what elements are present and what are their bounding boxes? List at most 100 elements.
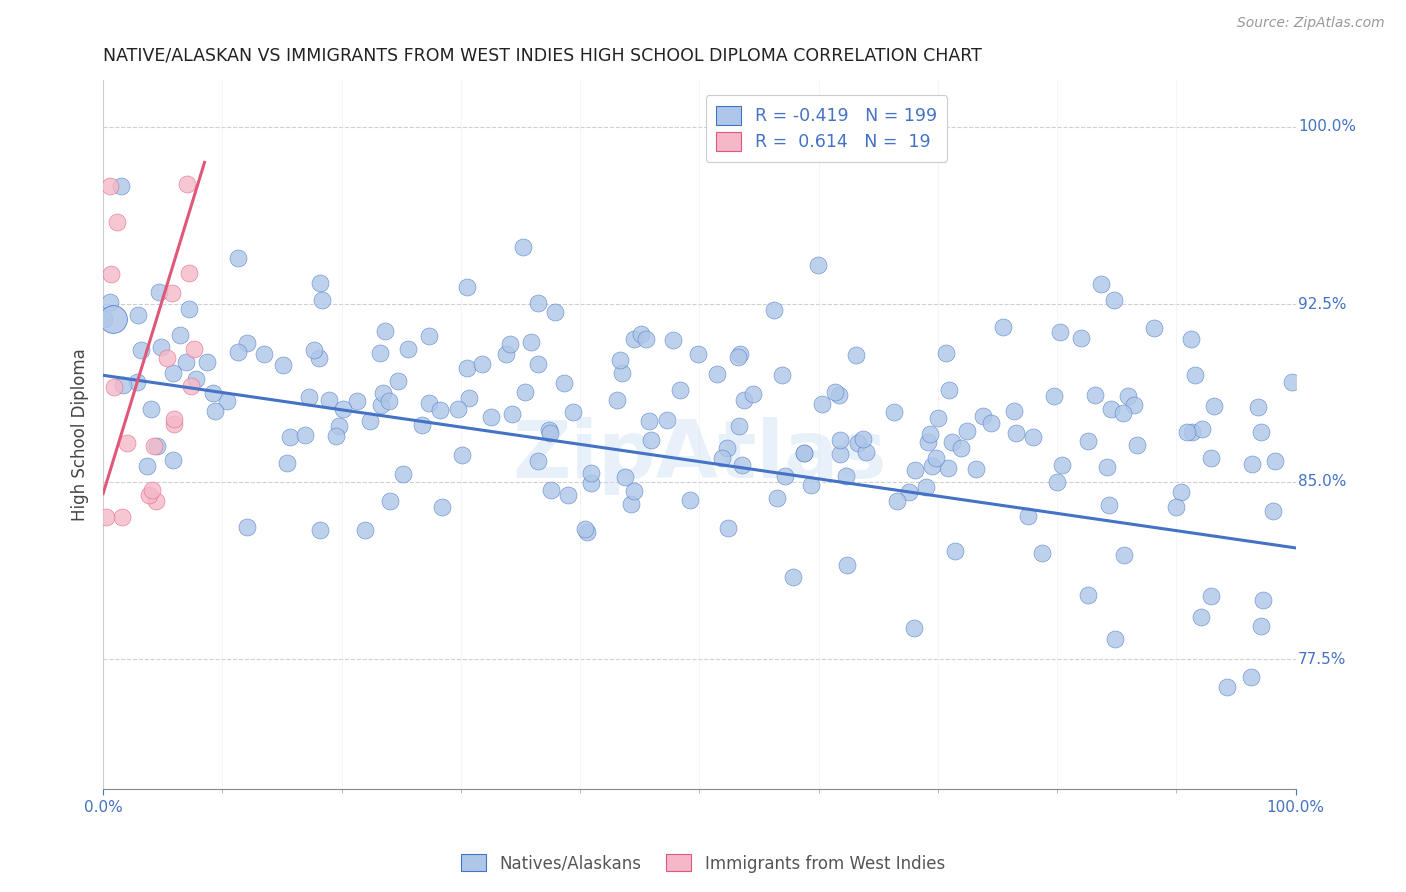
Point: [1077, 588, 1099, 602]
Point: [1017, 508, 1039, 523]
Point: [657, 413, 679, 427]
Point: [162, 453, 184, 467]
Point: [716, 441, 738, 455]
Point: [1098, 498, 1121, 512]
Point: [1191, 422, 1213, 436]
Point: [965, 461, 987, 475]
Point: [1215, 680, 1237, 694]
Point: [941, 435, 963, 450]
Point: [828, 447, 851, 461]
Point: [793, 446, 815, 460]
Point: [544, 305, 567, 319]
Point: [828, 433, 851, 447]
Point: [141, 483, 163, 497]
Point: [96, 510, 118, 524]
Point: [562, 404, 585, 418]
Point: [1070, 331, 1092, 345]
Point: [710, 450, 733, 465]
Point: [304, 343, 326, 358]
Point: [1099, 402, 1122, 417]
Point: [526, 357, 548, 371]
Point: [921, 458, 943, 473]
Point: [609, 353, 631, 368]
Point: [852, 432, 875, 446]
Point: [148, 285, 170, 299]
Point: [679, 493, 702, 508]
Point: [943, 544, 966, 558]
Point: [553, 376, 575, 391]
Point: [204, 404, 226, 418]
Point: [1261, 503, 1284, 517]
Point: [1240, 670, 1263, 684]
Point: [835, 468, 858, 483]
Point: [195, 355, 218, 369]
Point: [294, 428, 316, 442]
Text: 92.5%: 92.5%: [1298, 297, 1347, 312]
Point: [837, 558, 859, 572]
Point: [100, 267, 122, 281]
Point: [898, 485, 921, 500]
Point: [904, 463, 927, 477]
Point: [845, 348, 868, 362]
Point: [235, 520, 257, 534]
Point: [387, 374, 409, 388]
Point: [1005, 425, 1028, 440]
Point: [1022, 430, 1045, 444]
Point: [418, 395, 440, 409]
Point: [456, 361, 478, 376]
Point: [311, 293, 333, 308]
Point: [98, 179, 121, 194]
Point: [1123, 398, 1146, 412]
Point: [513, 384, 536, 399]
Point: [276, 456, 298, 470]
Point: [993, 319, 1015, 334]
Point: [1264, 454, 1286, 468]
Point: [139, 401, 162, 416]
Point: [770, 368, 793, 383]
Point: [623, 484, 645, 499]
Point: [1077, 434, 1099, 449]
Point: [156, 351, 179, 366]
Point: [538, 425, 561, 440]
Text: 77.5%: 77.5%: [1298, 651, 1347, 666]
Point: [807, 258, 830, 272]
Text: 85.0%: 85.0%: [1298, 475, 1347, 489]
Point: [359, 414, 381, 428]
Point: [799, 477, 821, 491]
Point: [623, 333, 645, 347]
Point: [775, 469, 797, 483]
Point: [1042, 389, 1064, 403]
Point: [1097, 460, 1119, 475]
Point: [727, 419, 749, 434]
Point: [763, 302, 786, 317]
Text: Source: ZipAtlas.com: Source: ZipAtlas.com: [1237, 16, 1385, 30]
Point: [253, 347, 276, 361]
Point: [793, 445, 815, 459]
Point: [1184, 368, 1206, 383]
Point: [733, 393, 755, 408]
Point: [630, 326, 652, 341]
Point: [471, 357, 494, 371]
Point: [370, 398, 392, 412]
Point: [950, 441, 973, 455]
Point: [103, 380, 125, 394]
Point: [429, 403, 451, 417]
Point: [458, 391, 481, 405]
Point: [411, 417, 433, 432]
Point: [686, 347, 709, 361]
Point: [332, 401, 354, 416]
Point: [1199, 450, 1222, 465]
Legend: Natives/Alaskans, Immigrants from West Indies: Natives/Alaskans, Immigrants from West I…: [454, 847, 952, 880]
Point: [162, 286, 184, 301]
Point: [935, 345, 957, 359]
Point: [127, 308, 149, 322]
Point: [925, 450, 948, 465]
Point: [325, 429, 347, 443]
Point: [1201, 589, 1223, 603]
Point: [1112, 548, 1135, 562]
Point: [557, 488, 579, 502]
Point: [1164, 500, 1187, 515]
Point: [145, 440, 167, 454]
Point: [1104, 632, 1126, 646]
Point: [938, 383, 960, 397]
